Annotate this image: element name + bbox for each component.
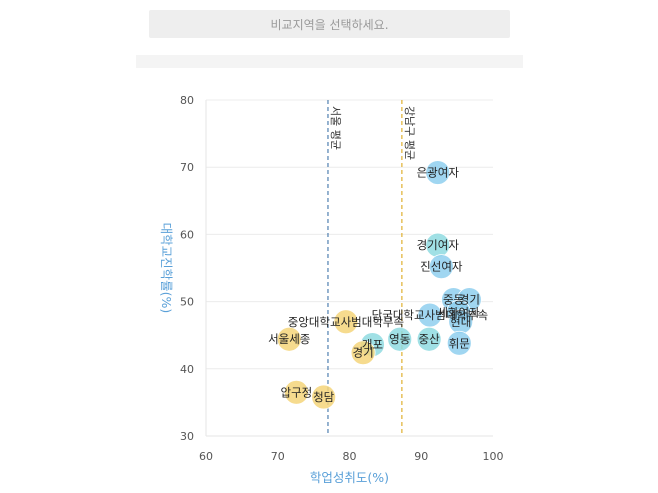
- y-axis-title: 대학교진학률(%): [159, 223, 174, 314]
- points-layer: [276, 160, 482, 410]
- y-tick-label: 30: [180, 430, 194, 443]
- data-point: [425, 160, 451, 185]
- data-point-label: 은광여자: [417, 166, 460, 180]
- data-point: [428, 254, 454, 280]
- data-point-label: 중동: [443, 293, 464, 307]
- data-point-label: 영동: [389, 332, 410, 346]
- y-tick-label: 40: [180, 363, 194, 376]
- y-tick-label: 80: [180, 94, 194, 107]
- data-point-label: 현대: [450, 315, 471, 329]
- data-point-label: 중앙대학교사범대학부속: [288, 315, 404, 329]
- data-point-label: 휘문: [449, 336, 470, 350]
- x-tick-label: 90: [414, 450, 428, 463]
- data-point: [276, 326, 302, 352]
- axis-ticks: 30 40 50 60 70 80 60 70 80 90 100: [180, 94, 504, 463]
- data-point-label: 세화여자: [437, 305, 480, 319]
- data-point: [333, 309, 359, 335]
- region-select-button[interactable]: 비교지역을 선택하세요.: [149, 10, 510, 38]
- data-point: [311, 384, 337, 410]
- sub-panel-strip: [136, 55, 523, 68]
- region-select-placeholder: 비교지역을 선택하세요.: [270, 17, 389, 32]
- data-point: [416, 326, 442, 352]
- x-tick-label: 60: [199, 450, 213, 463]
- x-tick-label: 80: [343, 450, 357, 463]
- x-tick-label: 100: [483, 450, 504, 463]
- data-point-label: 압구정: [281, 385, 313, 399]
- data-point-label: 단국대학교사범대학부속: [372, 308, 488, 322]
- data-point-label: 경기: [353, 346, 374, 360]
- data-point: [350, 340, 376, 366]
- data-point-label: 경기여자: [417, 238, 460, 252]
- data-point-label: 진선여자: [420, 260, 463, 274]
- x-axis-title: 학업성취도(%): [310, 470, 389, 485]
- data-point-label: 개포: [362, 338, 383, 352]
- data-point-label: 청담: [313, 390, 335, 404]
- y-tick-label: 60: [180, 228, 194, 241]
- y-tick-label: 70: [180, 161, 194, 174]
- reference-line-label: 강남구 평균: [403, 106, 416, 160]
- data-point-label: 중산: [419, 332, 441, 346]
- x-tick-label: 70: [271, 450, 285, 463]
- data-point-label: 경기: [459, 293, 480, 307]
- data-point: [284, 379, 309, 405]
- reference-lines: 서울 평균 강남구 평균: [327, 100, 416, 436]
- data-point-label: 서울세종: [268, 332, 310, 346]
- y-tick-label: 50: [180, 296, 194, 309]
- data-point: [387, 326, 413, 352]
- data-point: [446, 330, 472, 356]
- reference-line-label: 서울 평균: [329, 106, 342, 150]
